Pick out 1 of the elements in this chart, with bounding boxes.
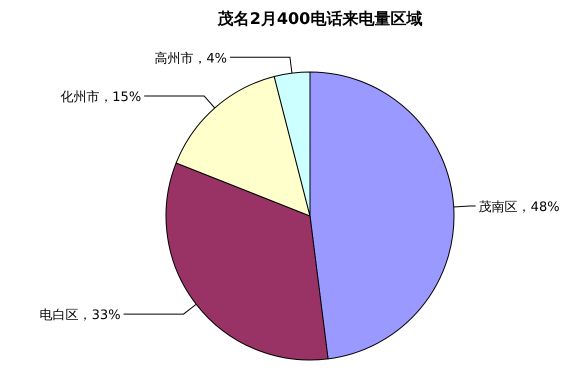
title: 茂名2月400电话来电量区域 (218, 9, 422, 28)
